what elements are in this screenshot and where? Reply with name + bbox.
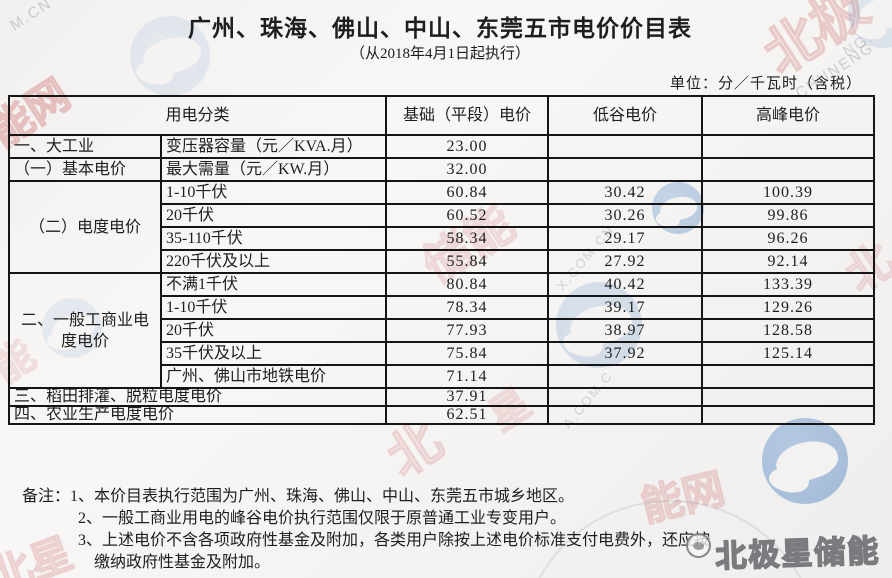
row-item: 1-10千伏 [159, 295, 388, 320]
row-item: 20千伏 [159, 318, 388, 343]
row-valley-value [547, 387, 704, 407]
row-base-value: 58.34 [385, 226, 550, 251]
row-base-value: 37.91 [385, 387, 550, 407]
col-header-valley-price: 低谷电价 [547, 95, 704, 136]
note-text: 1、本价目表执行范围为广州、珠海、佛山、中山、东莞五市城乡地区。 [70, 488, 575, 505]
row-peak-value [701, 364, 876, 389]
table-row: 20千伏 60.52 30.26 99.86 [9, 203, 876, 228]
row-base-value: 60.84 [385, 180, 550, 205]
footnotes: 备注：1、本价目表执行范围为广州、珠海、佛山、中山、东莞五市城乡地区。 2、一般… [22, 486, 884, 574]
page-subtitle: （从2018年4月1日起执行） [349, 46, 530, 62]
row-valley-value [547, 157, 704, 182]
row-peak-value: 128.58 [701, 318, 876, 343]
section-label-paddy-irrigation: 三、稻田排灌、脱粒电度电价 [7, 387, 388, 407]
row-valley-value: 27.92 [547, 249, 704, 274]
col-header-category: 用电分类 [7, 95, 388, 136]
table-header-row: 用电分类 基础（平段）电价 低谷电价 高峰电价 [7, 95, 876, 136]
row-peak-value: 99.86 [701, 203, 876, 228]
table-row: 20千伏 77.93 38.97 128.58 [9, 318, 876, 343]
col-header-base-price: 基础（平段）电价 [385, 95, 550, 136]
notes-label: 备注： [22, 488, 71, 505]
row-peak-value [701, 405, 876, 425]
table-row: （二）电度电价 1-10千伏 60.84 30.42 100.39 [8, 180, 876, 274]
note-line-4: 缴纳政府性基金及附加。 [22, 552, 884, 574]
row-base-value: 32.00 [385, 157, 550, 182]
row-base-value: 23.00 [385, 134, 550, 159]
row-item: 35-110千伏 [159, 226, 388, 251]
price-table: 用电分类 基础（平段）电价 低谷电价 高峰电价 一、大工业 变压器容量（元／KV… [7, 95, 876, 425]
section-label-large-industry: 一、大工业 [8, 134, 162, 159]
row-peak-value: 96.26 [701, 226, 876, 251]
table-row: 二、一般工商业电度电价 不满1千伏 80.84 40.42 133.39 [8, 272, 876, 389]
row-peak-value: 92.14 [701, 249, 876, 274]
table-row: 一、大工业 变压器容量（元／KVA.月） 23.00 [8, 134, 876, 159]
row-peak-value [701, 157, 876, 182]
row-base-value: 71.14 [385, 364, 550, 389]
row-peak-value [701, 134, 876, 159]
col-header-peak-price: 高峰电价 [701, 95, 876, 136]
row-item: 最大需量（元／KW.月） [159, 157, 388, 182]
row-item: 变压器容量（元／KVA.月） [159, 134, 388, 159]
table-row: 三、稻田排灌、脱粒电度电价 37.91 [7, 387, 876, 407]
row-base-value: 60.52 [385, 203, 550, 228]
note-line-2: 2、一般工商业用电的峰谷电价执行范围仅限于原普通工业专变用户。 [22, 508, 884, 530]
row-base-value: 77.93 [385, 318, 550, 343]
row-item: 220千伏及以上 [159, 249, 388, 274]
table-row: 35千伏及以上 75.84 37.92 125.14 [9, 341, 876, 366]
row-valley-value: 40.42 [547, 272, 704, 297]
row-peak-value: 100.39 [701, 180, 876, 205]
row-valley-value: 37.92 [547, 341, 704, 366]
row-valley-value: 38.97 [547, 318, 704, 343]
row-valley-value: 29.17 [547, 226, 704, 251]
row-item: 35千伏及以上 [159, 341, 388, 366]
row-valley-value: 30.26 [547, 203, 704, 228]
table-row: 220千伏及以上 55.84 27.92 92.14 [9, 249, 876, 274]
row-peak-value: 133.39 [701, 272, 876, 297]
section-label-basic-price: （一）基本电价 [8, 157, 162, 182]
table-row: 广州、佛山市地铁电价 71.14 [9, 364, 876, 389]
row-item: 20千伏 [159, 203, 388, 228]
row-valley-value [547, 405, 704, 425]
row-item: 1-10千伏 [159, 180, 388, 205]
table-row: 四、农业生产电度电价 62.51 [7, 405, 876, 425]
section-label-agricultural-production: 四、农业生产电度电价 [7, 405, 388, 425]
unit-note: 单位：分／千瓦时（含税） [669, 76, 862, 92]
page-title: 广州、珠海、佛山、中山、东莞五市电价价目表 [188, 16, 692, 41]
row-base-value: 80.84 [385, 272, 550, 297]
row-valley-value: 30.42 [547, 180, 704, 205]
row-base-value: 62.51 [385, 405, 550, 425]
row-base-value: 75.84 [385, 341, 550, 366]
note-text: 2、一般工商业用电的峰谷电价执行范围仅限于原普通工业专变用户。 [78, 510, 567, 527]
row-base-value: 78.34 [385, 295, 550, 320]
row-peak-value: 129.26 [701, 295, 876, 320]
row-valley-value: 39.17 [547, 295, 704, 320]
row-base-value: 55.84 [385, 249, 550, 274]
section-label-general-commercial: 二、一般工商业电度电价 [8, 272, 162, 389]
note-line-1: 备注：1、本价目表执行范围为广州、珠海、佛山、中山、东莞五市城乡地区。 [22, 486, 884, 508]
table-row: 1-10千伏 78.34 39.17 129.26 [9, 295, 876, 320]
row-item: 广州、佛山市地铁电价 [159, 364, 388, 389]
table-row: 35-110千伏 58.34 29.17 96.26 [9, 226, 876, 251]
section-label-degree-price: （二）电度电价 [8, 180, 162, 274]
note-line-3: 3、上述电价不含各项政府性基金及附加，各类用户除按上述电价标准支付电费外，还应按 [22, 530, 884, 552]
table-row: （一）基本电价 最大需量（元／KW.月） 32.00 [8, 157, 876, 182]
note-text: 缴纳政府性基金及附加。 [94, 554, 271, 571]
note-text: 3、上述电价不含各项政府性基金及附加，各类用户除按上述电价标准支付电费外，还应按 [78, 532, 711, 549]
row-peak-value: 125.14 [701, 341, 876, 366]
row-valley-value [547, 134, 704, 159]
row-item: 不满1千伏 [159, 272, 388, 297]
row-peak-value [701, 387, 876, 407]
row-valley-value [547, 364, 704, 389]
